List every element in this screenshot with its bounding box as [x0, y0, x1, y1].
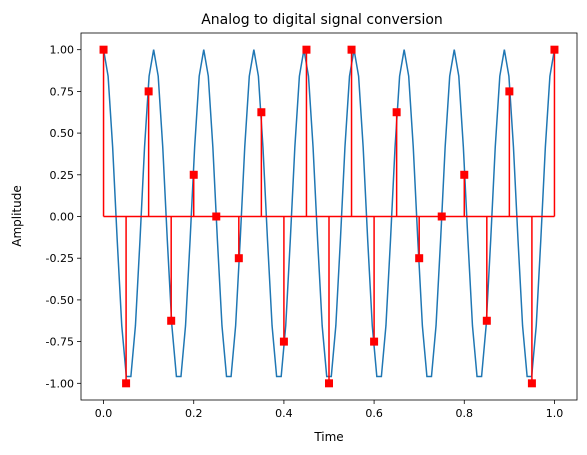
x-tick-label: 0.0	[95, 407, 113, 420]
x-tick-label: 0.6	[365, 407, 383, 420]
sample-marker	[212, 212, 221, 221]
sample-marker	[257, 108, 266, 117]
sample-marker	[505, 87, 514, 96]
y-tick-label: -0.25	[46, 252, 74, 265]
x-tick-label: 0.2	[185, 407, 203, 420]
x-axis-label: Time	[313, 430, 343, 444]
sample-marker	[234, 254, 243, 263]
y-tick-label: 0.00	[50, 211, 75, 224]
sample-marker	[527, 379, 536, 388]
y-axis-label: Amplitude	[10, 185, 24, 247]
y-tick-label: -0.50	[46, 294, 74, 307]
x-tick-label: 0.4	[275, 407, 293, 420]
sample-marker	[122, 379, 131, 388]
y-tick-label: 0.25	[50, 169, 75, 182]
sample-marker	[302, 45, 311, 54]
sample-marker	[347, 45, 356, 54]
sample-marker	[482, 316, 491, 325]
sample-marker	[167, 316, 176, 325]
sample-marker	[392, 108, 401, 117]
x-tick-label: 1.0	[546, 407, 564, 420]
sample-marker	[325, 379, 333, 388]
sample-marker	[144, 87, 153, 96]
x-tick-label: 0.8	[456, 407, 474, 420]
sample-marker	[99, 45, 108, 54]
y-tick-label: 0.75	[50, 85, 75, 98]
y-tick-label: -0.75	[46, 336, 74, 349]
y-tick-label: 1.00	[50, 44, 75, 57]
chart-title: Analog to digital signal conversion	[201, 12, 443, 28]
plot-area: 0.0 0.2 0.4 0.6 0.8 1.0 -1.00 -0.75 -0.50 -0.25 0.…	[46, 32, 578, 420]
y-tick-label: 0.50	[50, 127, 75, 140]
sample-marker	[279, 337, 288, 346]
sample-marker	[415, 254, 424, 263]
sample-marker	[437, 212, 446, 221]
sample-marker	[550, 45, 559, 54]
y-tick-label: -1.00	[46, 377, 74, 390]
sample-marker	[370, 337, 379, 346]
axes-frame	[80, 32, 578, 401]
sample-marker	[189, 170, 198, 179]
sample-marker	[460, 170, 469, 179]
